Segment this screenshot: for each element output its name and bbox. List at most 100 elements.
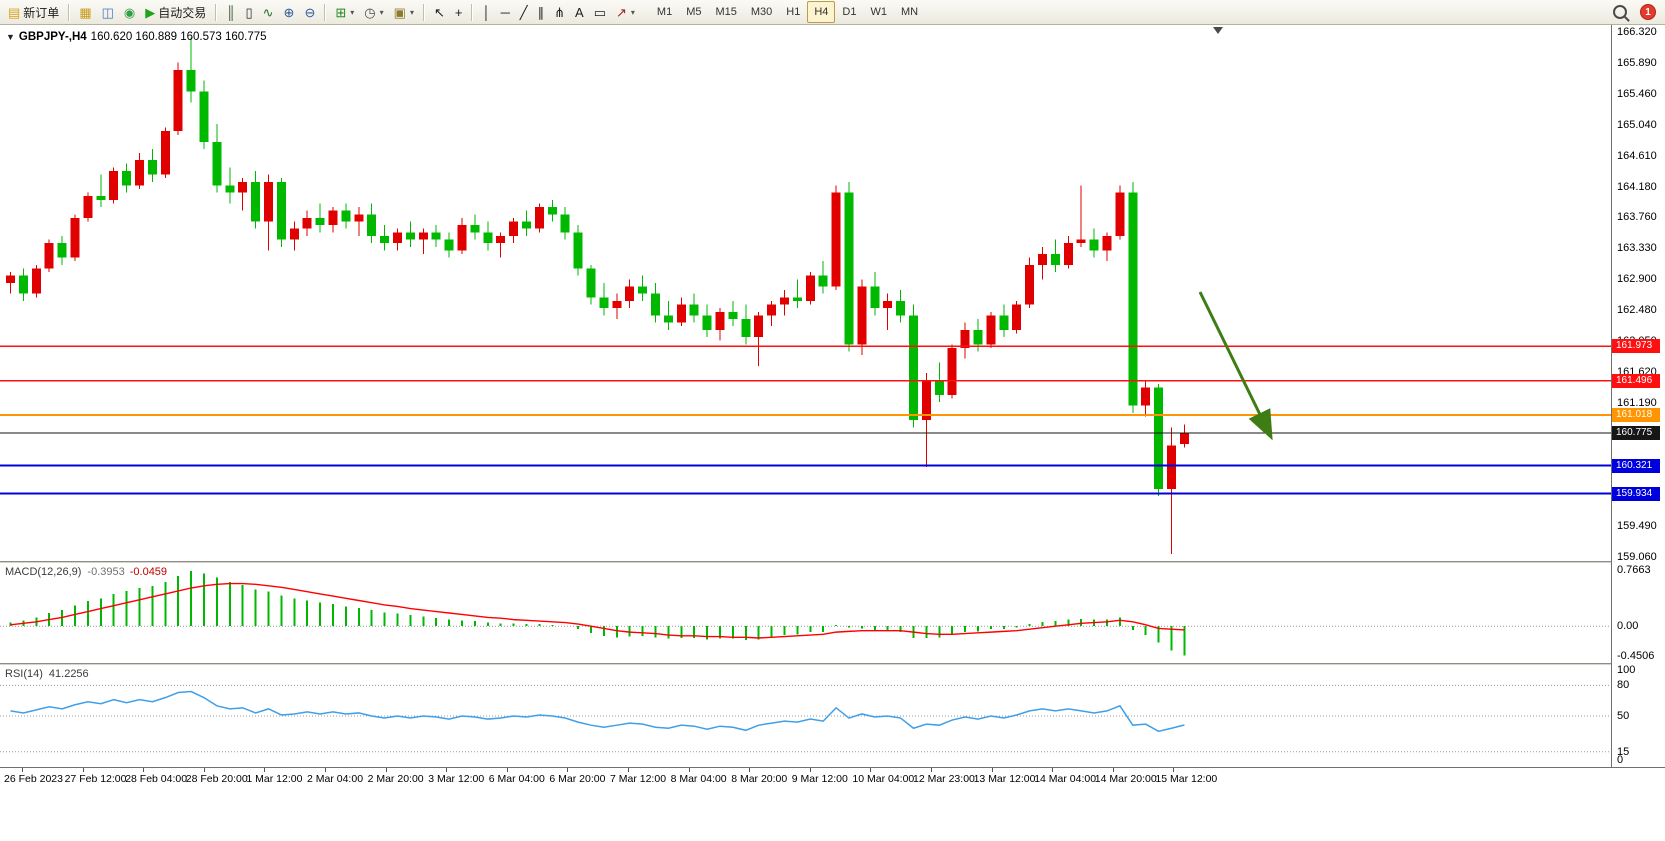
line-chart-button[interactable]: ∿ [258,1,279,23]
rsi-label: RSI(14) [5,668,43,680]
zoom-in-button[interactable]: ⊕ [279,1,300,23]
time-axis-label: 7 Mar 12:00 [610,773,667,785]
chart-shift-marker[interactable] [1213,27,1223,34]
time-axis-tick [203,768,205,772]
market-watch-icon: ▦ [79,4,92,20]
time-axis-label: 1 Mar 12:00 [246,773,303,785]
template-button[interactable]: ▣ ▾ [389,1,419,23]
time-axis-tick [1112,768,1114,772]
time-axis[interactable]: 26 Feb 2023 27 Feb 12:00 28 Feb 04:00 28 Fe… [0,767,1665,792]
time-axis-label: 28 Feb 20:00 [185,773,248,785]
chart-header: ▼ GBPJPY-,H4 160.620 160.889 160.573 160… [6,31,267,43]
cursor-button[interactable]: ↖ [429,1,450,23]
arrows-button[interactable]: ↗ ▾ [611,1,640,23]
cursor-icon: ↖ [433,4,445,20]
rsi-canvas[interactable] [0,665,1611,767]
time-axis-label: 13 Mar 12:00 [973,773,1036,785]
zoom-out-button[interactable]: ⊖ [299,1,320,23]
macd-indicator-label: MACD(12,26,9) -0.3953 -0.0459 [5,566,167,578]
time-axis-label: 3 Mar 12:00 [428,773,485,785]
data-window-icon: ◫ [101,4,114,20]
time-axis-tick [1173,768,1175,772]
time-axis-tick [809,768,811,772]
rsi-axis-label: 80 [1617,679,1630,692]
time-axis-tick [325,768,326,772]
toolbar: ▤ 新订单 ▦ ◫ ◉ ▶ 自动交易 ║ ▯ ∿ ⊕ ⊖ ⊞ ▾ ◷ ▾ ▣ ▾ ↖ + │ ─ ╱ ∥ ⋔ A ▭ ↗ ▾ M1 M5 M… [0,0,1665,25]
chart-search-button[interactable] [1608,1,1632,23]
fibonacci-button[interactable]: ⋔ [549,1,570,23]
price-axis[interactable]: 166.320 165.890 165.460 165.040 164.610 164.1… [1611,25,1665,767]
price-level-tag: 159.934 [1612,486,1660,501]
vertical-line-button[interactable]: │ [477,1,495,23]
toolbar-group: ▤ 新订单 [3,0,64,24]
navigator-button[interactable]: ◉ [119,1,140,23]
toolbar-group: ⊞ ▾ ◷ ▾ ▣ ▾ [330,0,419,24]
time-axis-label: 14 Mar 20:00 [1094,773,1157,785]
price-axis-label: 165.040 [1617,118,1657,131]
channel-button[interactable]: ∥ [533,1,550,23]
timeframe-toolbar: M1 M5 M15 M30 H1 H4 D1 W1 MN [650,1,925,23]
rsi-value: 41.2256 [48,668,89,680]
toolbar-separator [324,3,327,21]
candles-chart-button[interactable]: ▯ [240,1,257,23]
toolbar-separator [422,3,425,21]
panel-splitter[interactable] [0,663,1665,665]
period-presets-button[interactable]: ◷ ▾ [359,1,388,23]
time-axis-tick [567,768,569,772]
price-level-tag: 160.321 [1612,458,1660,473]
time-axis-tick [870,768,872,772]
data-window-button[interactable]: ◫ [97,1,119,23]
time-axis-label: 9 Mar 12:00 [791,773,848,785]
text-button[interactable]: A [570,1,589,23]
clock-icon: ◷ [364,4,376,20]
price-axis-label: 164.180 [1617,180,1657,193]
trendline-button[interactable]: ╱ [515,1,533,23]
timeframe-m15[interactable]: M15 [715,6,737,18]
new-chart-button[interactable]: ⊞ ▾ [330,1,359,23]
rsi-panel [0,665,1611,767]
bars-chart-icon: ║ [226,4,236,20]
price-axis-label: 165.890 [1617,57,1657,70]
new-order-icon: ▤ [8,4,21,20]
horizontal-line-button[interactable]: ─ [496,1,515,23]
macd-canvas[interactable] [0,563,1611,663]
panel-splitter[interactable] [0,561,1665,563]
toolbar-group: ▦ ◫ ◉ ▶ 自动交易 [74,0,211,24]
rsi-indicator-label: RSI(14) 41.2256 [5,668,89,680]
timeframe-h1[interactable]: H1 [786,6,801,18]
play-icon: ▶ [145,4,156,20]
chevron-down-icon: ▾ [409,7,414,17]
timeframe-d1[interactable]: D1 [842,6,857,18]
toolbar-group: │ ─ ╱ ∥ ⋔ A ▭ ↗ ▾ [477,0,639,24]
crosshair-button[interactable]: + [450,1,468,23]
text-label-button[interactable]: ▭ [589,1,611,23]
price-level-lines[interactable] [0,345,1611,495]
current-price-tag: 160.775 [1612,425,1660,440]
timeframe-m1[interactable]: M1 [656,6,673,18]
timeframe-h4[interactable]: H4 [807,1,836,23]
channel-icon: ∥ [537,4,545,20]
macd-signal-value: -0.0459 [129,566,168,578]
notification-badge[interactable]: 1 [1640,4,1656,20]
price-axis-label: 164.610 [1617,149,1657,162]
macd-axis-label: 0.00 [1617,620,1639,633]
macd-axis-label: 0.7663 [1617,563,1651,576]
timeframe-w1[interactable]: W1 [870,6,887,18]
time-axis-tick [82,768,84,772]
timeframe-mn[interactable]: MN [900,6,919,18]
new-order-button[interactable]: ▤ 新订单 [3,1,64,23]
trend-arrow-annotation[interactable] [1198,291,1273,441]
time-axis-label: 6 Mar 20:00 [549,773,606,785]
timeframe-m5[interactable]: M5 [686,6,702,18]
auto-trading-button[interactable]: ▶ 自动交易 [140,1,211,23]
bars-chart-button[interactable]: ║ [221,1,240,23]
symbol-collapse-icon[interactable]: ▼ [6,32,15,42]
market-watch-button[interactable]: ▦ [74,1,96,23]
main-chart-canvas[interactable] [0,25,1611,561]
toolbar-buttons: ▤ 新订单 ▦ ◫ ◉ ▶ 自动交易 ║ ▯ ∿ ⊕ ⊖ ⊞ ▾ ◷ ▾ ▣ ▾ ↖ + │ ─ ╱ ∥ ⋔ A ▭ ↗ ▾ [3,0,640,24]
time-axis-tick [506,768,508,772]
timeframe-m30[interactable]: M30 [750,6,773,18]
time-axis-label: 27 Feb 12:00 [64,773,127,785]
price-level-tag: 161.973 [1612,339,1660,354]
rsi-axis-label: 50 [1617,710,1630,722]
